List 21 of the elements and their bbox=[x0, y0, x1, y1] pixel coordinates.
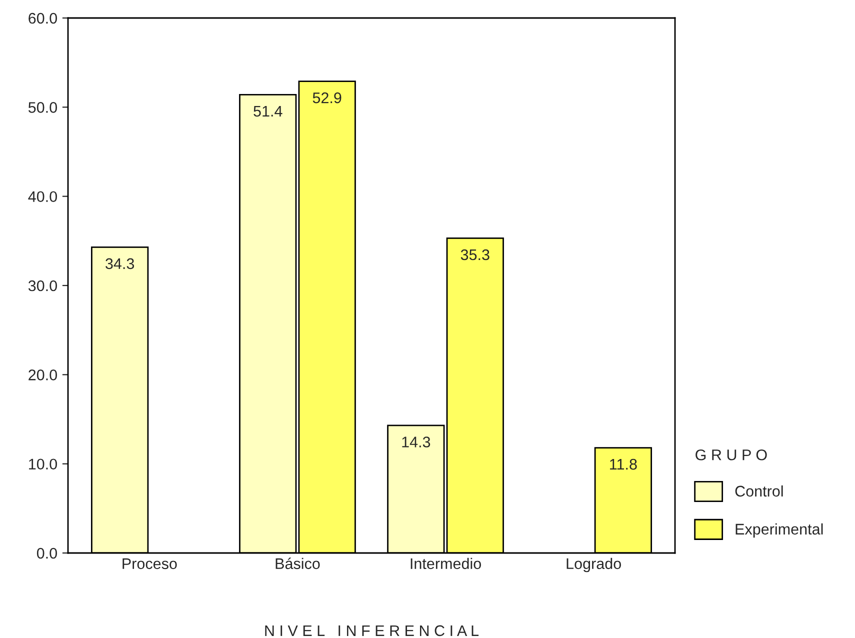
data-label: 14.3 bbox=[402, 436, 430, 448]
y-tick-label: 60.0 bbox=[28, 12, 57, 24]
x-axis-title: N I V E L I N F E R E N C I A L bbox=[265, 625, 479, 636]
x-tick-label: Logrado bbox=[566, 558, 621, 572]
data-label: 52.9 bbox=[312, 92, 342, 104]
data-label: 11.8 bbox=[610, 458, 637, 470]
y-tick-label: 30.0 bbox=[28, 280, 57, 292]
x-tick-label: Básico bbox=[276, 558, 320, 570]
x-tick-label: Intermedio bbox=[410, 558, 481, 570]
legend-label: Control bbox=[735, 485, 783, 497]
y-tick-label: 50.0 bbox=[28, 102, 57, 113]
y-tick-label: 10.0 bbox=[29, 458, 57, 470]
legend-label: Experimental bbox=[736, 523, 823, 538]
data-label: 35.3 bbox=[460, 249, 490, 260]
y-tick-label: 40.0 bbox=[28, 191, 57, 202]
x-tick-label: Proceso bbox=[122, 558, 177, 570]
y-tick-label: 20.0 bbox=[28, 370, 57, 380]
legend-title: G R U P O bbox=[696, 449, 767, 460]
data-label: 34.3 bbox=[106, 258, 134, 270]
y-tick-label: 0.0 bbox=[36, 548, 57, 559]
data-label: 51.4 bbox=[254, 106, 282, 117]
